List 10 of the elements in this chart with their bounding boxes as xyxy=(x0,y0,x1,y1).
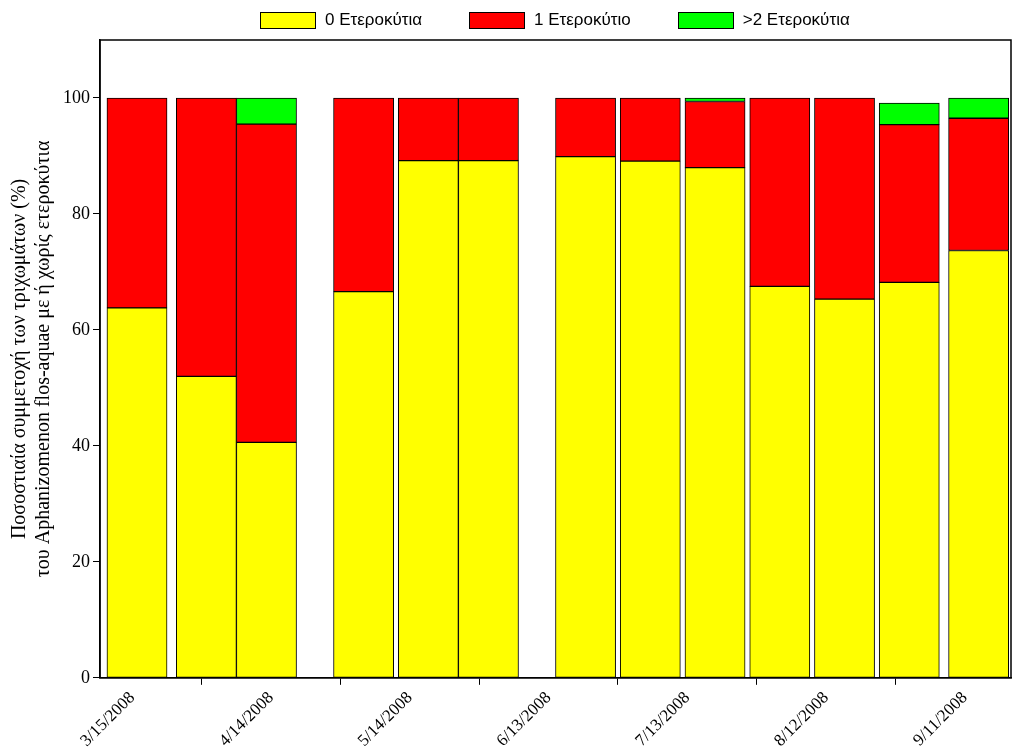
y-tick-label: 20 xyxy=(72,550,90,571)
y-axis-title: Ποσοστιαία συμμετοχή των τριχωμάτων (%) του Aphanizomenon flos-aquae με ή χωρίς ετεροκύτια xyxy=(7,140,55,578)
y-tick-label: 40 xyxy=(72,434,90,455)
legend-label: 1 Ετεροκύτιο xyxy=(534,10,631,30)
y-tick-label: 80 xyxy=(72,202,90,223)
y-tick-label: 100 xyxy=(63,86,90,107)
y-tick-label: 60 xyxy=(72,318,90,339)
y-tick-label: 0 xyxy=(81,666,90,687)
legend-label: 0 Ετεροκύτια xyxy=(325,10,423,30)
legend-label: >2 Ετεροκύτια xyxy=(742,10,850,30)
